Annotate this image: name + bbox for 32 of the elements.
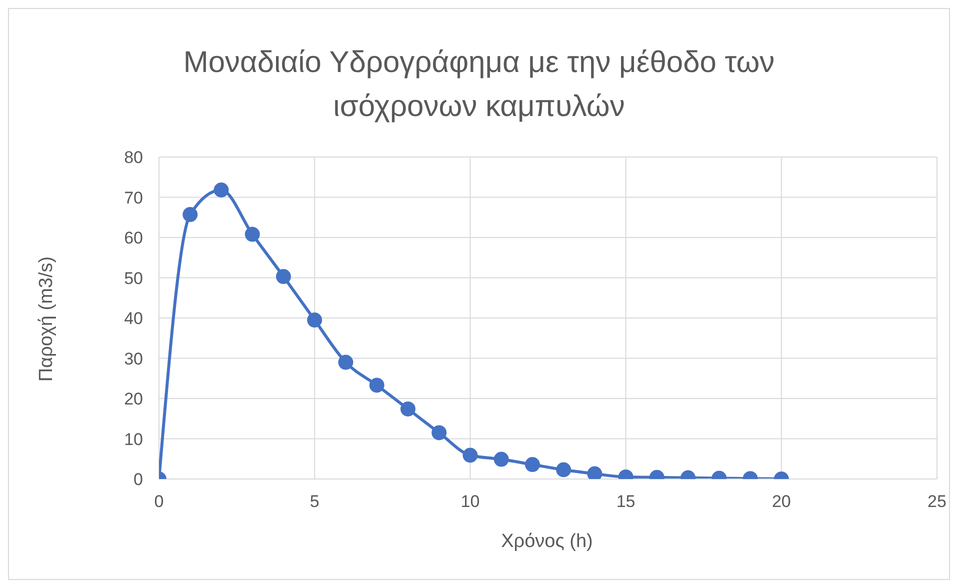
point <box>556 462 572 478</box>
x-tick-label: 20 <box>772 492 791 512</box>
point <box>338 354 354 370</box>
point <box>276 269 291 284</box>
point <box>369 378 384 393</box>
point <box>244 226 260 242</box>
y-tick-label: 40 <box>124 309 143 328</box>
point <box>182 207 198 222</box>
point <box>432 425 447 440</box>
y-tick-label: 20 <box>124 390 143 409</box>
y-tick-label: 60 <box>124 228 143 248</box>
point <box>307 312 322 328</box>
y-tick-label: 30 <box>124 349 143 368</box>
x-axis-title: Χρόνος (h) <box>500 531 594 553</box>
y-tick-label: 80 <box>124 148 143 168</box>
chart-title: Μοναδιαίο Υδρογράφημα με την μέθοδο των ισόχρονων καμπυλών <box>182 45 776 125</box>
y-tick-label: 50 <box>124 268 143 288</box>
point <box>587 466 602 479</box>
y-axis-title: Παροχή (m3/s) <box>36 256 58 382</box>
y-tick-label: 10 <box>124 430 143 449</box>
point <box>400 401 416 416</box>
x-tick-label: 10 <box>460 492 480 512</box>
point <box>524 457 540 472</box>
y-tick-label: 70 <box>124 188 143 208</box>
x-tick-label: 25 <box>928 492 946 512</box>
x-tick-label: 5 <box>310 492 320 512</box>
point <box>462 448 478 463</box>
x-tick-label: 0 <box>154 492 164 512</box>
point <box>494 452 509 467</box>
point <box>214 182 229 198</box>
x-tick-label: 15 <box>616 492 636 512</box>
y-tick-label: 0 <box>134 470 143 490</box>
